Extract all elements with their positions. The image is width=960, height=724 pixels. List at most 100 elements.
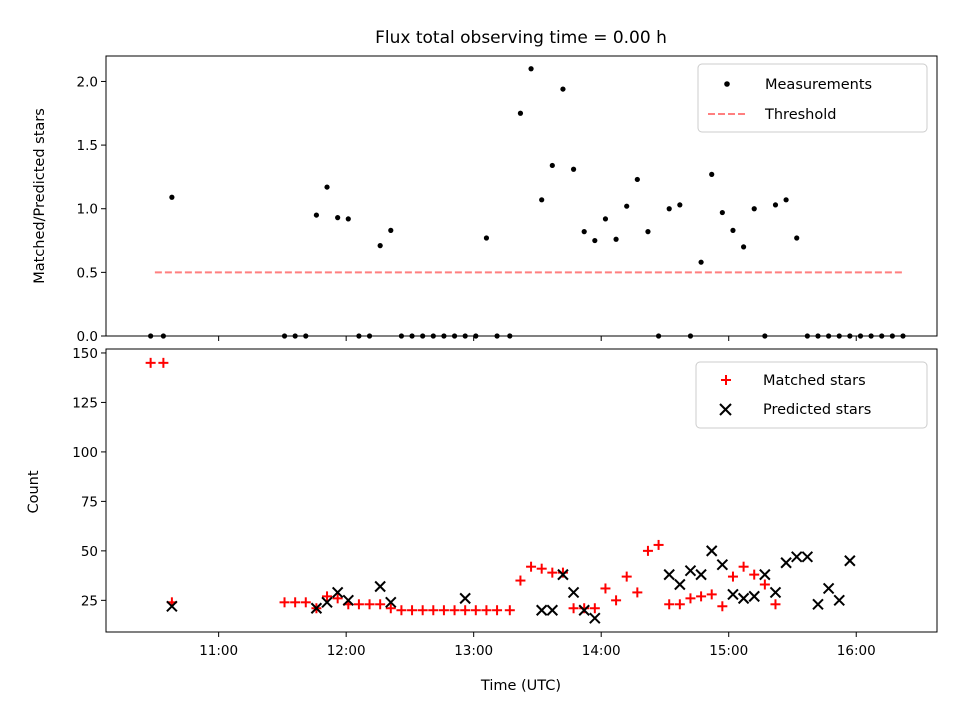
measurement-point	[313, 212, 320, 218]
x-tick-label: 14:00	[582, 643, 621, 659]
matched-stars-point	[470, 605, 481, 616]
measurement-point	[324, 184, 330, 190]
measurement-point	[581, 229, 587, 235]
measurement-point	[783, 197, 789, 203]
matched-stars-point	[706, 589, 717, 600]
predicted-stars-point	[812, 598, 824, 611]
x-tick-label: 15:00	[709, 643, 748, 659]
measurement-point	[539, 197, 545, 203]
predicted-stars-point	[684, 564, 697, 577]
matched-stars-point	[717, 601, 728, 612]
measurement-point	[709, 171, 715, 177]
predicted-stars-point	[737, 592, 750, 605]
matched-stars-point	[396, 605, 407, 616]
count-legend-box	[695, 361, 928, 429]
matched-stars-point	[653, 539, 664, 550]
matched-stars-point	[460, 605, 471, 616]
measurement-point	[169, 194, 175, 200]
matched-stars-point	[385, 603, 396, 614]
predicted-stars-point	[727, 588, 739, 601]
matched-stars-point	[611, 595, 622, 606]
predicted-stars-point	[791, 551, 803, 563]
ratio-plot-frame	[105, 55, 938, 337]
matched-stars-point	[696, 591, 707, 602]
measurement-point	[335, 215, 341, 221]
matched-stars-point	[428, 605, 439, 616]
predicted-stars-point	[780, 557, 792, 569]
ratio-y-axis-label: Matched/Predicted stars	[32, 108, 48, 284]
measurement-point	[634, 176, 640, 183]
ratio-y-tick-label: 0.0	[77, 329, 98, 345]
chart-title: Flux total observing time = 0.00 h	[375, 28, 667, 48]
measurement-point	[698, 259, 704, 265]
count-y-tick-label: 150	[72, 346, 98, 362]
predicted-stars-point	[769, 586, 782, 599]
measurement-point	[483, 235, 490, 241]
matched-stars-point	[642, 545, 653, 556]
predicted-stars-point	[706, 545, 718, 557]
count-y-tick-label: 50	[81, 544, 98, 560]
predicted-stars-point	[331, 586, 344, 599]
matched-stars-point	[589, 603, 600, 614]
count-y-axis-ticks: 25 50 75 100 125 150	[72, 346, 106, 609]
predicted-stars-point	[546, 604, 559, 616]
predicted-stars-point	[589, 612, 601, 624]
predicted-stars-point	[663, 568, 675, 581]
matched-stars-point	[759, 579, 770, 590]
ratio-y-tick-label: 1.5	[77, 138, 98, 154]
predicted-stars-point	[822, 582, 835, 595]
x-tick-label: 16:00	[837, 643, 876, 659]
predicted-stars-point	[459, 592, 471, 605]
count-y-tick-label: 100	[72, 445, 98, 461]
matched-stars-point	[770, 599, 781, 610]
ratio-y-tick-label: 1.0	[77, 202, 98, 218]
measurement-point	[719, 209, 725, 216]
ratio-legend: Measurements Threshold	[697, 63, 928, 133]
matched-stars-point	[536, 563, 547, 574]
matched-stars-point	[322, 591, 333, 602]
measurement-point	[528, 66, 534, 72]
predicted-stars-point	[759, 568, 771, 581]
matched-stars-point	[568, 603, 579, 614]
measurements-legend-icon	[724, 81, 730, 87]
measurement-point	[592, 237, 598, 244]
predicted-stars-point	[567, 586, 580, 599]
matched-stars-point	[364, 599, 375, 610]
predicted-stars-legend-icon	[719, 403, 732, 416]
count-y-tick-label: 25	[81, 593, 98, 609]
matched-stars-point	[481, 605, 492, 616]
predicted-stars-point	[716, 559, 729, 571]
matched-stars-point	[449, 605, 460, 616]
matched-stars-point	[504, 605, 515, 616]
measurement-point	[613, 236, 619, 242]
measurement-point	[645, 229, 651, 235]
predicted-stars-point	[801, 551, 814, 563]
matched-stars-point	[632, 587, 643, 598]
matched-stars-point	[547, 567, 558, 578]
predicted-stars-point	[674, 578, 686, 591]
measurement-point	[549, 162, 555, 169]
matched-stars-point	[600, 583, 611, 594]
x-tick-label: 11:00	[199, 643, 238, 659]
count-y-tick-label: 75	[81, 494, 98, 510]
predicted-stars-point	[833, 594, 845, 607]
x-tick-label: 12:00	[327, 643, 366, 659]
count-x-axis-ticks: 11:00 12:00 13:00 14:00 15:00 16:00	[199, 632, 876, 659]
matched-stars-point	[158, 357, 169, 368]
count-legend-label-1: Predicted stars	[763, 402, 871, 418]
measurement-point	[517, 110, 524, 116]
matched-stars-point	[438, 605, 449, 616]
ratio-legend-label-1: Threshold	[764, 107, 836, 123]
count-marks	[145, 357, 856, 624]
predicted-stars-point	[385, 596, 397, 609]
predicted-stars-point	[321, 596, 333, 609]
predicted-stars-point	[535, 604, 548, 616]
ratio-legend-label-0: Measurements	[765, 77, 872, 93]
measurement-point	[730, 227, 736, 233]
count-y-axis-label: Count	[26, 470, 42, 513]
count-legend: Matched stars Predicted stars	[695, 361, 928, 429]
ratio-y-tick-label: 2.0	[77, 74, 98, 90]
matched-stars-point	[727, 571, 738, 582]
matched-stars-point	[749, 569, 760, 580]
